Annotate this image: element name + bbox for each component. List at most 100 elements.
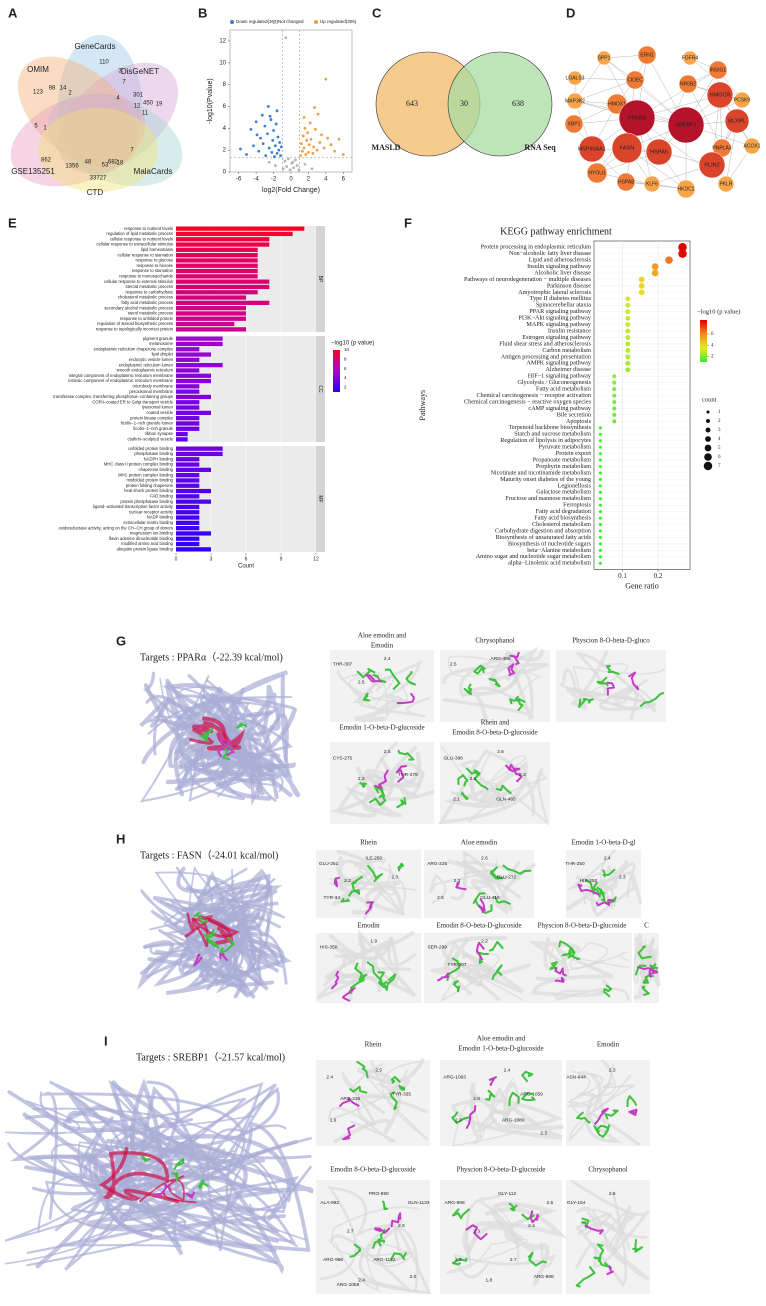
legend-swatch [230, 20, 234, 24]
dot [625, 322, 631, 328]
ribbon [531, 946, 614, 998]
bar [176, 311, 246, 316]
x-tick-label: 0.2 [654, 572, 663, 580]
stick [193, 953, 203, 967]
node [564, 114, 584, 134]
residue-label: ASN-844 [566, 1074, 586, 1080]
point [281, 167, 285, 171]
dot [598, 439, 602, 443]
residue-label: ILE-250 [365, 855, 382, 861]
stick [488, 940, 504, 952]
x-tick-label: -2 [271, 177, 277, 183]
term-label: microbody membrane [133, 383, 174, 388]
node-label: PPARA [628, 115, 647, 121]
legend-swatch [272, 20, 276, 24]
node-label: HMGCR [710, 92, 731, 98]
stick [590, 886, 604, 898]
edge [687, 83, 723, 149]
stick [593, 1256, 610, 1268]
view-title: Physcion 8-O-beta-D-glucoside [457, 1166, 546, 1174]
set-label: OMIM [27, 65, 49, 74]
node-label: ACOX1 [744, 143, 761, 149]
stick [465, 767, 480, 776]
bar [176, 504, 200, 510]
view-title: Rhein [365, 1041, 382, 1049]
pathway-label: HIF−1 signaling pathway [528, 373, 592, 380]
stick [364, 901, 374, 915]
bar [176, 253, 258, 258]
node-label: HSPA8 [618, 179, 634, 185]
term-label: fatty acid metabolic process [121, 300, 173, 305]
stick [577, 698, 587, 708]
node-label: HMOX1 [608, 101, 626, 107]
facet-strip [316, 446, 325, 552]
stick [372, 673, 387, 683]
stick [455, 881, 467, 891]
stick [350, 974, 365, 995]
size-key [705, 436, 711, 442]
stick [342, 1124, 356, 1141]
residue-label: ARG-1059 [337, 1282, 360, 1288]
pathway-label: Fluid shear stress and atherosclerosis [499, 340, 591, 347]
point [303, 126, 307, 130]
residue-label: 2.4 [604, 855, 611, 861]
term-label: response to monosaccharide [119, 273, 173, 278]
residue-label: THR-250 [565, 861, 585, 867]
stick [373, 785, 386, 798]
pathway-label: Amino sugar and nucleotide sugar metabol… [476, 553, 591, 560]
panel-label: B [198, 5, 207, 20]
ribbon [248, 684, 281, 738]
stick [582, 697, 594, 704]
x-tick-label: 2 [307, 177, 311, 183]
ribbon [215, 707, 297, 788]
point [284, 36, 288, 40]
ribbon [440, 746, 528, 801]
residue-label: 2.5 [384, 749, 391, 755]
term-label: response to glucose [136, 258, 174, 263]
term-label: transferase complex, transferring phosph… [53, 394, 173, 399]
point [279, 154, 282, 158]
point [326, 136, 329, 140]
node-label: PNPLA3 [712, 145, 731, 151]
pathway-label: Alcoholic liver disease [534, 269, 591, 276]
stick [529, 1210, 540, 1224]
point [255, 133, 259, 137]
docking-view [440, 1180, 568, 1294]
stick [473, 769, 489, 791]
stick [338, 1097, 360, 1108]
node [667, 106, 705, 144]
region-count: 123 [33, 90, 44, 96]
dot [598, 523, 602, 527]
bar [176, 488, 211, 494]
node-label: SREBF1 [675, 122, 696, 128]
residue-label: 2.1 [470, 776, 477, 782]
point [324, 77, 328, 81]
protein-structure [4, 1078, 314, 1275]
node [724, 108, 750, 134]
bar [176, 373, 211, 378]
term-label: phosphatase binding [134, 451, 173, 456]
colorbar-label: 2 [711, 355, 714, 360]
legend-label: Up regulated(305) [320, 19, 357, 24]
stick [508, 1202, 518, 1212]
region-count: 1356 [65, 164, 79, 170]
x-tick-label: 4 [324, 177, 328, 183]
stick [197, 1179, 209, 1190]
term-label: secondary alcohol metabolic process [104, 305, 173, 310]
pathway-label: Biosynthesis of unsaturated fatty acids [495, 534, 591, 541]
bar [176, 321, 235, 327]
plot-frame [593, 240, 691, 570]
facet-label: MF [317, 495, 323, 502]
point [264, 154, 268, 158]
stick [383, 973, 397, 991]
region-count: 862 [41, 158, 52, 164]
bar [176, 347, 200, 352]
point [305, 138, 309, 142]
ribbon [187, 673, 263, 806]
docking-view [566, 1059, 650, 1146]
term-label: endocytic vesicle lumen [129, 357, 174, 362]
bar [176, 483, 200, 488]
residue-label: 2.3 [454, 878, 461, 884]
node-label: HSP90AA1 [578, 146, 606, 152]
stick [193, 911, 209, 924]
